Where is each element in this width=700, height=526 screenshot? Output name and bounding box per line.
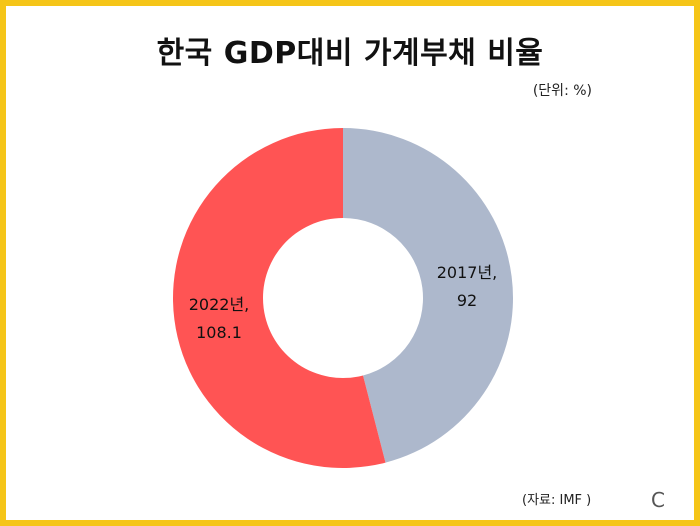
donut-slice-0 [343,128,514,463]
donut-slices [173,128,514,468]
donut-labels: 2017년, 92 2022년, 108.1 [189,263,498,342]
unit-label: (단위: %) [532,83,592,99]
slice-label-1: 2022년, 108.1 [189,295,250,342]
chart-title: 한국 GDP대비 가계부채 비율 [156,36,544,71]
source-label: (자료: IMF ) [522,493,592,508]
slice-label-0: 2017년, 92 [437,263,498,310]
donut-slice-1 [173,128,386,468]
brand-logo: C [651,488,665,512]
